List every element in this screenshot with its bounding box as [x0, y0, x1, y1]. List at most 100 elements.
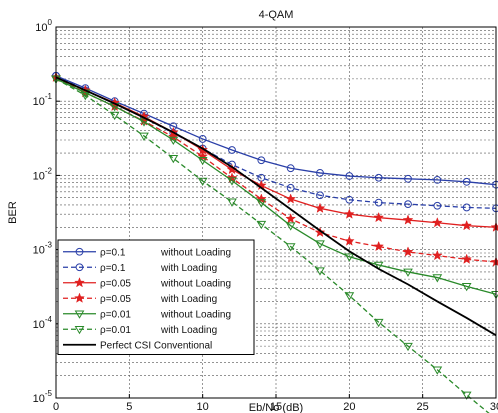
legend-label-rho: ρ=0.05	[100, 294, 131, 305]
data-point-star	[285, 193, 297, 204]
series-4	[51, 75, 498, 300]
x-tick-label: 10	[197, 401, 209, 413]
data-point-triangle	[256, 220, 267, 230]
series-line	[55, 78, 497, 295]
data-point-triangle	[109, 111, 120, 121]
y-tick-label: 10-2	[33, 166, 53, 182]
data-point-triangle	[315, 240, 325, 249]
data-point-circle	[316, 169, 324, 177]
legend-label-desc: with Loading	[160, 263, 217, 274]
data-point-circle	[198, 135, 207, 143]
series-0	[52, 71, 498, 189]
data-point-circle	[374, 198, 383, 207]
x-tick-label: 20	[343, 401, 355, 413]
data-point-circle	[345, 195, 354, 204]
data-point-triangle	[80, 92, 91, 101]
series-line	[55, 76, 497, 337]
data-point-star	[74, 277, 85, 288]
data-point-triangle	[461, 391, 472, 400]
tick-labels: 0 5 10 15 20 25 30 100 10-1 10-2 10-3 10-4 10-5	[33, 18, 498, 413]
data-point-star	[461, 219, 473, 231]
data-point-circle	[374, 173, 383, 182]
x-axis-label: Eb/No (dB)	[249, 402, 303, 413]
legend-label-desc: with Loading	[160, 294, 217, 305]
legend-label-desc: without Loading	[160, 309, 231, 320]
legend-box	[57, 239, 255, 355]
legend-item: ρ=0.1 with Loading	[63, 263, 217, 274]
series-2	[50, 71, 498, 232]
grid	[56, 27, 496, 398]
data-point-circle	[286, 164, 295, 173]
data-point-triangle	[74, 325, 85, 335]
legend-item: ρ=0.01 without Loading	[63, 309, 231, 320]
data-point-star	[490, 221, 498, 232]
data-point-triangle	[373, 318, 384, 328]
chart-title: 4-QAM	[259, 9, 294, 21]
series-line	[55, 75, 497, 186]
legend-item: ρ=0.05 with Loading	[63, 292, 217, 305]
data-point-star	[343, 235, 355, 246]
data-point-triangle	[139, 132, 149, 141]
legend-label-rho: ρ=0.1	[100, 247, 126, 258]
data-point-star	[373, 211, 385, 223]
legend-label: Perfect CSI Conventional	[100, 340, 212, 351]
data-point-circle	[345, 172, 354, 180]
data-point-triangle	[256, 199, 267, 208]
series-6	[55, 76, 497, 337]
legend-label-desc: with Loading	[160, 325, 217, 336]
data-point-circle	[286, 183, 295, 192]
data-point-triangle	[74, 310, 85, 319]
data-point-star	[431, 217, 443, 228]
x-tick-label: 25	[417, 401, 429, 413]
x-tick-label: 0	[53, 401, 59, 413]
data-point-triangle	[285, 243, 296, 252]
data-point-triangle	[403, 342, 413, 352]
data-point-circle	[75, 263, 84, 272]
series-5	[51, 75, 490, 413]
data-point-star	[343, 208, 355, 219]
data-point-triangle	[315, 267, 325, 276]
legend-item: ρ=0.01 with Loading	[63, 325, 217, 336]
data-point-triangle	[344, 292, 355, 301]
data-point-circle	[404, 200, 412, 209]
data-point-star	[226, 163, 238, 175]
data-point-triangle	[432, 274, 443, 283]
data-point-circle	[462, 177, 471, 186]
x-tick-label: 5	[126, 401, 132, 413]
y-tick-label: 10-5	[33, 389, 53, 405]
data-point-triangle	[432, 366, 443, 375]
legend-label-rho: ρ=0.1	[100, 263, 126, 274]
y-tick-label: 10-3	[33, 241, 53, 257]
y-tick-label: 10-4	[33, 315, 53, 331]
data-point-triangle	[403, 268, 413, 277]
data-point-star	[402, 246, 414, 257]
legend-item: ρ=0.05 without Loading	[63, 277, 231, 289]
legend-label-rho: ρ=0.01	[100, 309, 131, 320]
data-point-triangle	[344, 253, 355, 262]
data-point-triangle	[197, 177, 208, 187]
data-point-triangle	[373, 261, 384, 270]
legend-item: ρ=0.1 without Loading	[63, 247, 231, 258]
data-point-triangle	[285, 222, 296, 231]
legend-label-desc: without Loading	[160, 247, 231, 258]
legend-label-rho: ρ=0.05	[100, 278, 131, 289]
data-point-triangle	[197, 156, 208, 166]
data-point-circle	[433, 201, 442, 210]
x-tick-label: 30	[490, 401, 498, 413]
data-point-star	[314, 202, 326, 213]
legend-label-desc: without Loading	[160, 278, 231, 289]
x-tick-label: 15	[270, 401, 282, 413]
data-point-circle	[433, 175, 442, 184]
data-point-triangle	[168, 155, 179, 164]
data-point-circle	[404, 174, 412, 183]
data-point-star	[285, 213, 297, 224]
y-tick-label: 10-1	[33, 92, 53, 108]
legend-item: Perfect CSI Conventional	[63, 340, 212, 351]
data-point-star	[402, 214, 414, 225]
data-point-triangle	[227, 177, 237, 186]
data-point-circle	[228, 146, 236, 154]
data-point-star	[314, 226, 326, 238]
series-1	[52, 71, 498, 213]
